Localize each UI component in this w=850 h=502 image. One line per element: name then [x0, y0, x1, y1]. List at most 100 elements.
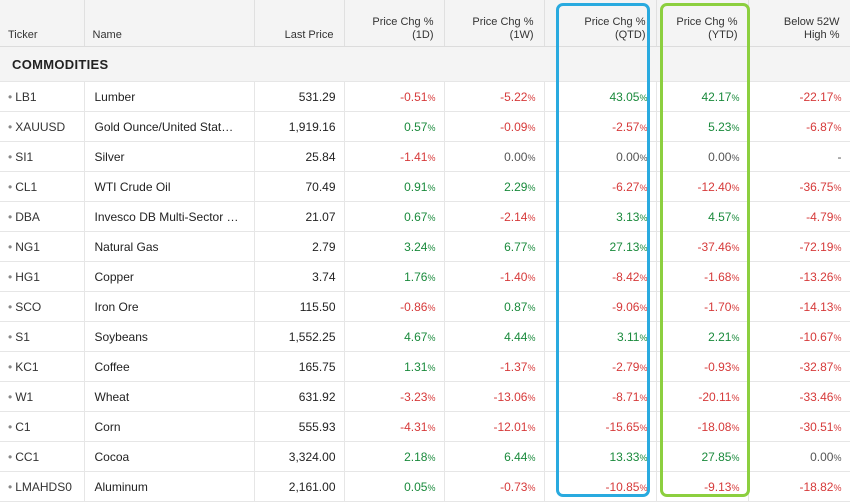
- table-row[interactable]: • CC1 Cocoa 3,324.00 2.18% 6.44% 13.33% 27.85% 0…: [0, 441, 850, 472]
- col-header-chg-qtd[interactable]: Price Chg % (QTD): [544, 0, 657, 47]
- col-header-chg-ytd[interactable]: Price Chg % (YTD): [656, 0, 749, 47]
- ticker-cell[interactable]: • DBA: [0, 201, 85, 232]
- bullet-icon: •: [8, 359, 13, 374]
- col-header-chg-1w-line1: Price Chg %: [472, 16, 534, 28]
- chg-1w-cell: 0.87%: [444, 291, 545, 322]
- percent-sign: %: [639, 332, 648, 343]
- percent-sign: %: [527, 422, 536, 433]
- below-52w-cell: -30.51%: [748, 411, 850, 442]
- chg-1d-value: 0.67: [404, 209, 428, 224]
- ticker-cell[interactable]: • KC1: [0, 351, 85, 382]
- chg-ytd-cell: -0.93%: [656, 351, 749, 382]
- ticker-cell[interactable]: • XAUUSD: [0, 111, 85, 142]
- ticker-cell[interactable]: • CL1: [0, 171, 85, 202]
- chg-ytd-cell: 27.85%: [656, 441, 749, 472]
- chg-1w-cell: -1.37%: [444, 351, 545, 382]
- table-row[interactable]: • KC1 Coffee 165.75 1.31% -1.37% -2.79% -0.93% -…: [0, 351, 850, 382]
- ticker-cell[interactable]: • HG1: [0, 261, 85, 292]
- table-row[interactable]: • W1 Wheat 631.92 -3.23% -13.06% -8.71% -20.11%…: [0, 381, 850, 412]
- ticker-cell[interactable]: • C1: [0, 411, 85, 442]
- percent-sign: %: [833, 302, 842, 313]
- below-52w-cell: 0.00%: [748, 441, 850, 472]
- ticker-cell[interactable]: • SI1: [0, 141, 85, 172]
- col-header-chg-ytd-line2: (YTD): [708, 29, 738, 41]
- chg-qtd-cell: 27.13%: [544, 231, 657, 262]
- ticker-cell[interactable]: • LMAHDS0: [0, 471, 85, 502]
- table-row[interactable]: • SI1 Silver 25.84 -1.41% 0.00% 0.00% 0.00% -: [0, 141, 850, 172]
- percent-sign: %: [833, 92, 842, 103]
- chg-1w-value: -12.01: [493, 419, 528, 434]
- chg-ytd-value: 4.57: [708, 209, 732, 224]
- col-header-below-52w-line2: High %: [804, 29, 840, 41]
- table-row[interactable]: • HG1 Copper 3.74 1.76% -1.40% -8.42% -1.68% -13…: [0, 261, 850, 292]
- chg-1d-cell: 2.18%: [344, 441, 445, 472]
- last-price-cell: 555.93: [254, 411, 345, 442]
- below-52w-cell: -72.19%: [748, 231, 850, 262]
- table-row[interactable]: • XAUUSD Gold Ounce/United Stat… 1,919.16 0.…: [0, 111, 850, 142]
- name-cell: Wheat: [84, 381, 255, 412]
- below-52w-value: -72.19: [799, 239, 834, 254]
- col-header-name[interactable]: Name: [84, 0, 255, 47]
- table-row[interactable]: • LB1 Lumber 531.29 -0.51% -5.22% 43.05% 42.17%…: [0, 81, 850, 112]
- table-row[interactable]: • C1 Corn 555.93 -4.31% -12.01% -15.65% -18.08%…: [0, 411, 850, 442]
- name-cell: Soybeans: [84, 321, 255, 352]
- chg-1d-value: -0.86: [400, 299, 428, 314]
- col-header-chg-qtd-line2: (QTD): [614, 29, 646, 41]
- percent-sign: %: [527, 362, 536, 373]
- chg-ytd-value: -12.40: [697, 179, 732, 194]
- bullet-icon: •: [8, 329, 13, 344]
- chg-qtd-value: 43.05: [609, 89, 640, 104]
- ticker-cell[interactable]: • NG1: [0, 231, 85, 262]
- chg-1w-value: -13.06: [493, 389, 528, 404]
- ticker-cell[interactable]: • SCO: [0, 291, 85, 322]
- table-row[interactable]: • S1 Soybeans 1,552.25 4.67% 4.44% 3.11% 2.21% -…: [0, 321, 850, 352]
- col-header-chg-1d[interactable]: Price Chg % (1D): [344, 0, 445, 47]
- percent-sign: %: [731, 362, 740, 373]
- chg-ytd-value: -18.08: [697, 419, 732, 434]
- table-row[interactable]: • SCO Iron Ore 115.50 -0.86% 0.87% -9.06% -1.70…: [0, 291, 850, 322]
- chg-ytd-cell: 0.00%: [656, 141, 749, 172]
- below-52w-value: -36.75: [799, 179, 834, 194]
- chg-ytd-cell: -1.70%: [656, 291, 749, 322]
- ticker-cell[interactable]: • CC1: [0, 441, 85, 472]
- last-price-cell: 2.79: [254, 231, 345, 262]
- ticker-symbol: DBA: [15, 209, 40, 224]
- chg-1w-cell: -1.40%: [444, 261, 545, 292]
- bullet-icon: •: [8, 179, 13, 194]
- name-cell: Invesco DB Multi-Sector …: [84, 201, 255, 232]
- col-header-last-price[interactable]: Last Price: [254, 0, 345, 47]
- chg-ytd-cell: -37.46%: [656, 231, 749, 262]
- below-52w-cell: -: [748, 141, 850, 172]
- chg-1w-value: -5.22: [500, 89, 528, 104]
- table-row[interactable]: • CL1 WTI Crude Oil 70.49 0.91% 2.29% -6.27% -1…: [0, 171, 850, 202]
- table-row[interactable]: • LMAHDS0 Aluminum 2,161.00 0.05% -0.73% -10.8…: [0, 471, 850, 502]
- chg-qtd-cell: -8.42%: [544, 261, 657, 292]
- col-header-chg-qtd-line1: Price Chg %: [584, 16, 646, 28]
- ticker-cell[interactable]: • W1: [0, 381, 85, 412]
- table-row[interactable]: • DBA Invesco DB Multi-Sector … 21.07 0.67% -…: [0, 201, 850, 232]
- chg-ytd-cell: 4.57%: [656, 201, 749, 232]
- name-cell: Aluminum: [84, 471, 255, 502]
- chg-qtd-value: 0.00: [616, 149, 640, 164]
- chg-1w-value: 4.44: [504, 329, 528, 344]
- percent-sign: %: [427, 452, 436, 463]
- percent-sign: %: [527, 392, 536, 403]
- chg-1d-value: 1.76: [404, 269, 428, 284]
- chg-1d-value: 3.24: [404, 239, 428, 254]
- below-52w-cell: -14.13%: [748, 291, 850, 322]
- chg-1w-value: 0.00: [504, 149, 528, 164]
- ticker-cell[interactable]: • S1: [0, 321, 85, 352]
- bullet-icon: •: [8, 89, 13, 104]
- percent-sign: %: [527, 182, 536, 193]
- percent-sign: %: [731, 422, 740, 433]
- table-row[interactable]: • NG1 Natural Gas 2.79 3.24% 6.77% 27.13% -37.4…: [0, 231, 850, 262]
- col-header-below-52w[interactable]: Below 52W High %: [748, 0, 850, 47]
- ticker-cell[interactable]: • LB1: [0, 81, 85, 112]
- col-header-chg-ytd-line1: Price Chg %: [676, 16, 738, 28]
- col-header-ticker[interactable]: Ticker: [0, 0, 85, 47]
- chg-qtd-cell: 3.11%: [544, 321, 657, 352]
- below-52w-value: 0.00: [810, 449, 834, 464]
- percent-sign: %: [639, 122, 648, 133]
- col-header-chg-1w[interactable]: Price Chg % (1W): [444, 0, 545, 47]
